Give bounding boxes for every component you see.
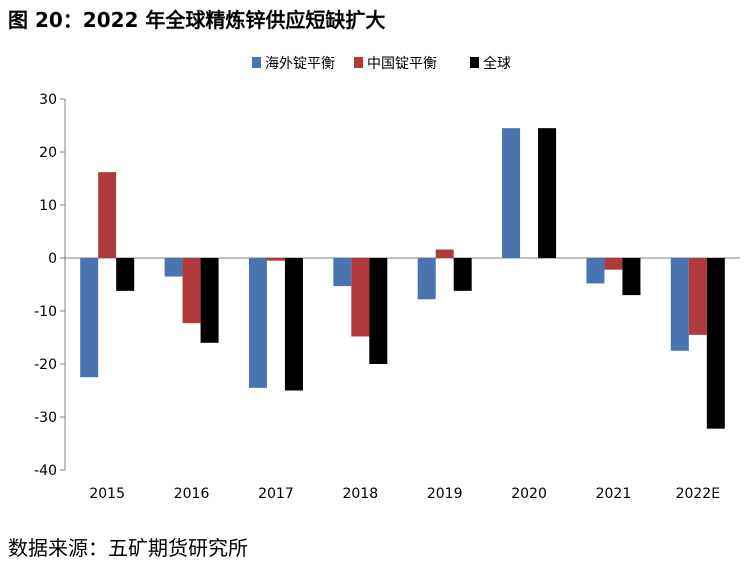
bar: [369, 258, 388, 364]
legend-swatch: [354, 57, 363, 68]
y-tick-label: -40: [34, 463, 57, 479]
x-tick-label: 2018: [342, 486, 378, 502]
y-tick-label: -30: [34, 410, 57, 426]
x-tick-label: 2019: [427, 486, 463, 502]
y-tick-label: 30: [39, 92, 57, 108]
bar: [266, 258, 285, 261]
bar: [333, 258, 352, 287]
bar: [538, 128, 557, 258]
x-tick-label: 2015: [89, 486, 125, 502]
legend-label: 全球: [483, 55, 511, 72]
bar: [80, 258, 99, 378]
y-tick-label: 10: [39, 198, 57, 214]
bar: [688, 258, 707, 335]
figure-title: 图 20：2022 年全球精炼锌供应短缺扩大: [8, 8, 386, 32]
legend-label: 海外锭平衡: [265, 56, 335, 72]
x-tick-label: 2022E: [676, 486, 720, 502]
bar: [200, 258, 219, 343]
legend-swatch: [470, 57, 479, 68]
bar: [586, 258, 605, 284]
x-tick-label: 2021: [596, 486, 632, 502]
bars: [80, 128, 725, 429]
tick-labels: 30 20 10 0 -10 -20 -30 -40 2015 2016 2017 2018 2019 2…: [34, 92, 720, 502]
bar: [182, 258, 201, 324]
bar: [417, 258, 436, 300]
legend-label: 中国锭平衡: [367, 56, 437, 72]
bar: [502, 128, 521, 258]
y-tick-label: -10: [34, 304, 57, 320]
bar: [351, 258, 370, 337]
y-tick-label: -20: [34, 357, 57, 373]
y-tick-label: 20: [39, 145, 57, 161]
bar: [248, 258, 267, 388]
bar: [284, 258, 303, 391]
legend: 海外锭平衡 中国锭平衡 全球: [252, 55, 511, 72]
bar: [435, 249, 454, 258]
bar: [98, 172, 117, 258]
x-tick-label: 2017: [258, 486, 294, 502]
bar: [622, 258, 641, 296]
bar: [164, 258, 183, 277]
x-tick-label: 2016: [174, 486, 210, 502]
bar: [453, 258, 472, 291]
bar: [116, 258, 135, 291]
bar: [604, 258, 623, 270]
x-tick-label: 2020: [511, 486, 547, 502]
figure-source: 数据来源：五矿期货研究所: [8, 536, 248, 560]
y-tick-label: 0: [48, 251, 57, 267]
bar: [670, 258, 689, 351]
bar: [706, 258, 725, 429]
legend-swatch: [252, 57, 261, 68]
